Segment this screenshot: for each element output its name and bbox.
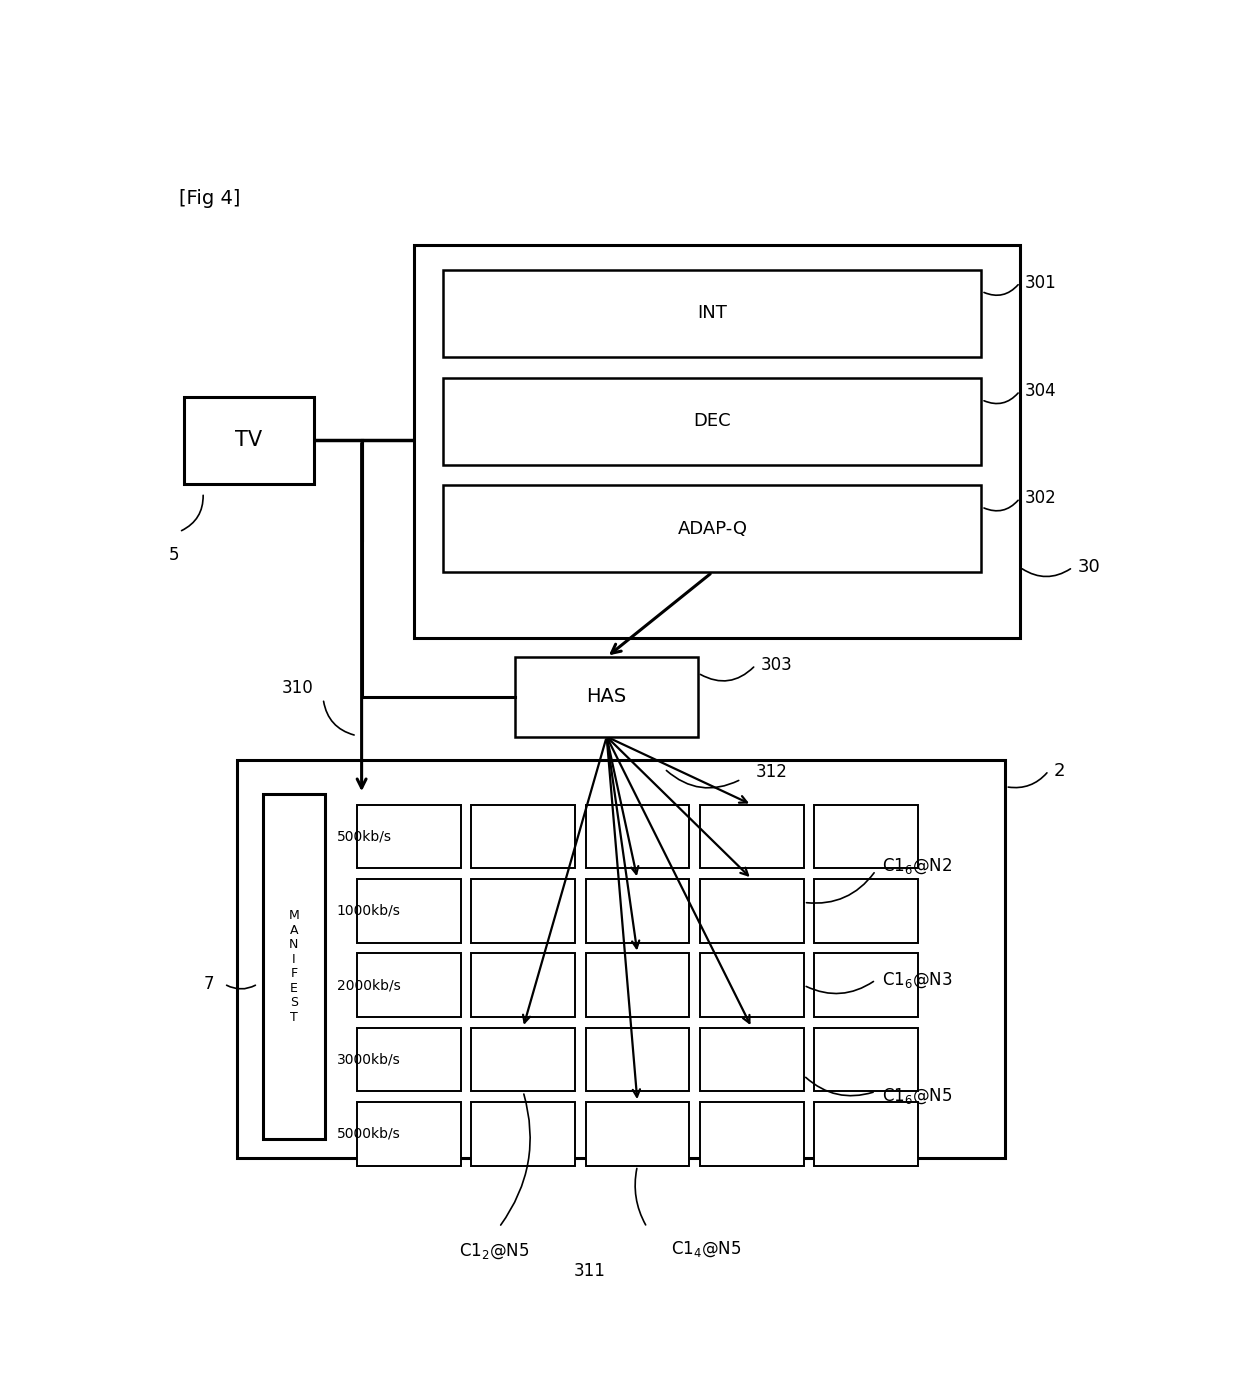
FancyBboxPatch shape [585, 1102, 689, 1165]
Text: 303: 303 [760, 656, 792, 674]
Text: ADAP-Q: ADAP-Q [677, 520, 748, 538]
Text: [Fig 4]: [Fig 4] [179, 189, 241, 208]
FancyBboxPatch shape [815, 805, 918, 869]
FancyBboxPatch shape [471, 878, 575, 943]
FancyBboxPatch shape [585, 878, 689, 943]
Text: INT: INT [697, 305, 728, 323]
Text: C1$_6$@N3: C1$_6$@N3 [883, 971, 954, 990]
Text: 2000kb/s: 2000kb/s [336, 978, 401, 993]
Text: C1$_4$@N5: C1$_4$@N5 [671, 1238, 742, 1259]
FancyBboxPatch shape [237, 760, 1006, 1158]
FancyBboxPatch shape [444, 269, 982, 357]
FancyBboxPatch shape [699, 1102, 804, 1165]
FancyBboxPatch shape [357, 1102, 460, 1165]
Text: 500kb/s: 500kb/s [336, 830, 392, 844]
Text: 5000kb/s: 5000kb/s [336, 1127, 401, 1140]
Text: M
A
N
I
F
E
S
T: M A N I F E S T [289, 909, 299, 1023]
FancyBboxPatch shape [471, 1102, 575, 1165]
Text: 301: 301 [1024, 273, 1056, 291]
FancyBboxPatch shape [263, 794, 325, 1139]
Text: DEC: DEC [693, 412, 732, 430]
FancyBboxPatch shape [471, 805, 575, 869]
Text: 304: 304 [1024, 382, 1056, 400]
FancyBboxPatch shape [357, 1027, 460, 1091]
Text: TV: TV [236, 430, 263, 451]
Text: 3000kb/s: 3000kb/s [336, 1052, 401, 1066]
Text: 1000kb/s: 1000kb/s [336, 903, 401, 918]
Text: 312: 312 [755, 763, 787, 781]
Text: 2: 2 [1054, 761, 1065, 779]
FancyBboxPatch shape [699, 805, 804, 869]
Text: 30: 30 [1078, 558, 1100, 576]
FancyBboxPatch shape [815, 953, 918, 1018]
FancyBboxPatch shape [815, 1102, 918, 1165]
FancyBboxPatch shape [184, 397, 314, 484]
Text: 310: 310 [281, 678, 314, 696]
Text: C1$_6$@N2: C1$_6$@N2 [883, 856, 952, 876]
FancyBboxPatch shape [357, 805, 460, 869]
Text: 302: 302 [1024, 490, 1056, 507]
Text: 5: 5 [169, 546, 180, 564]
FancyBboxPatch shape [699, 878, 804, 943]
Text: HAS: HAS [587, 687, 626, 706]
FancyBboxPatch shape [815, 878, 918, 943]
FancyBboxPatch shape [699, 953, 804, 1018]
FancyBboxPatch shape [414, 245, 1019, 638]
FancyBboxPatch shape [699, 1027, 804, 1091]
FancyBboxPatch shape [471, 1027, 575, 1091]
FancyBboxPatch shape [357, 953, 460, 1018]
FancyBboxPatch shape [585, 805, 689, 869]
FancyBboxPatch shape [357, 878, 460, 943]
FancyBboxPatch shape [585, 953, 689, 1018]
FancyBboxPatch shape [516, 658, 698, 736]
Text: C1$_2$@N5: C1$_2$@N5 [459, 1241, 529, 1260]
FancyBboxPatch shape [444, 378, 982, 465]
Text: C1$_6$@N5: C1$_6$@N5 [883, 1087, 952, 1106]
FancyBboxPatch shape [585, 1027, 689, 1091]
FancyBboxPatch shape [444, 485, 982, 572]
Text: 7: 7 [205, 975, 215, 993]
FancyBboxPatch shape [471, 953, 575, 1018]
FancyBboxPatch shape [815, 1027, 918, 1091]
Text: 311: 311 [574, 1262, 606, 1280]
